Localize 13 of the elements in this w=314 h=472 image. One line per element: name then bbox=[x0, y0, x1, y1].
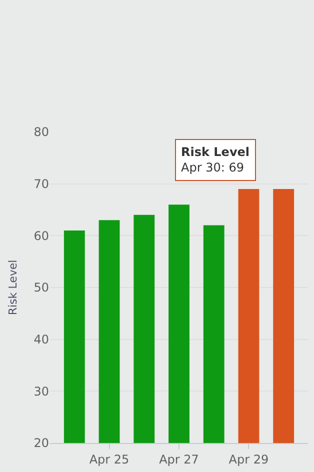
annotation: Apr 30: 69 bbox=[181, 160, 244, 175]
y-tick-label: 70 bbox=[34, 177, 49, 192]
y-tick-label: 20 bbox=[34, 436, 49, 450]
y-tick-label: 30 bbox=[34, 384, 49, 398]
y-tick-label: 50 bbox=[34, 280, 49, 295]
y-tick-label: 80 bbox=[34, 125, 49, 140]
x-tick-label: Apr 25 bbox=[89, 452, 130, 466]
text: Risk Level bbox=[181, 145, 250, 159]
y-tick-label: 60 bbox=[34, 228, 49, 243]
x-tick-label: Apr 29 bbox=[228, 452, 269, 466]
y-tick-label: 40 bbox=[34, 332, 49, 347]
y-axis-title: Risk Level bbox=[6, 260, 20, 316]
x-tick-label: Apr 27 bbox=[159, 452, 199, 466]
